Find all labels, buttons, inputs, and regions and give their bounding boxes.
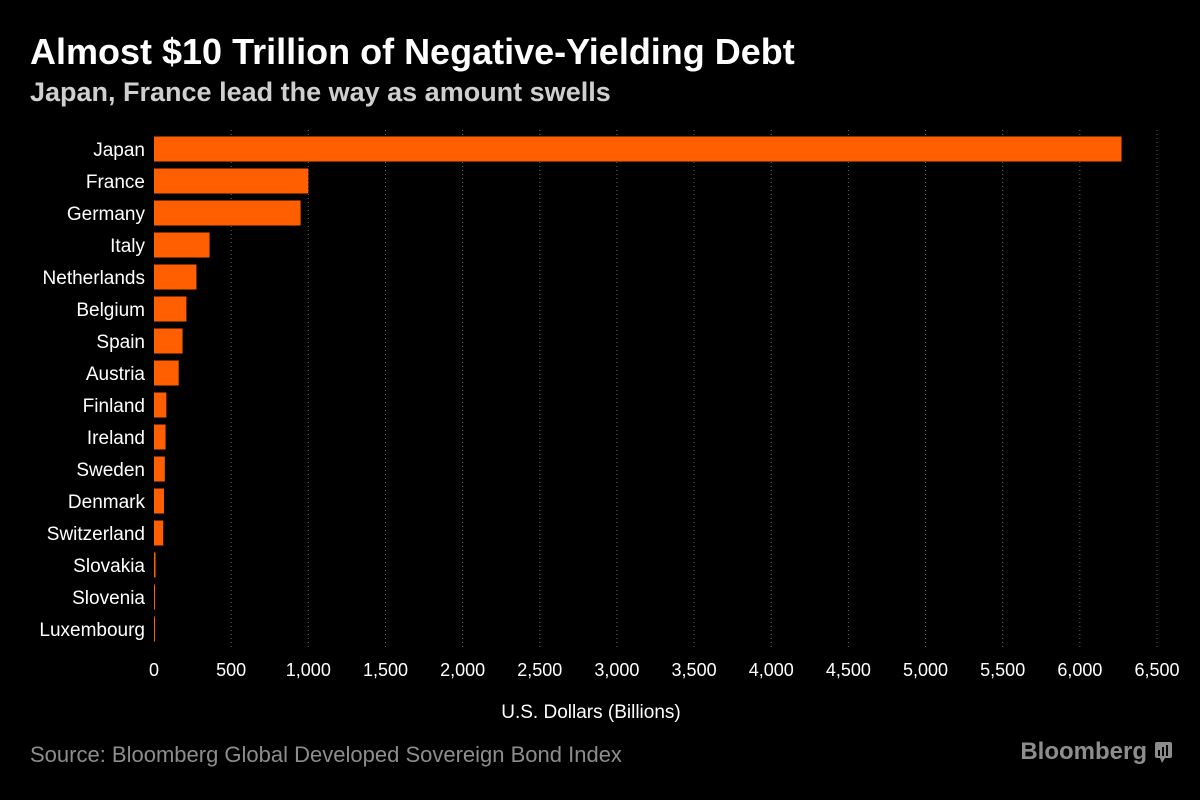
category-label-denmark: Denmark xyxy=(68,492,146,513)
brand-name: Bloomberg xyxy=(1020,738,1147,765)
bar-spain xyxy=(154,328,183,354)
x-tick-label: 0 xyxy=(149,660,159,680)
bar-slovenia xyxy=(154,584,155,610)
brand-logo: Bloomberg xyxy=(1020,738,1172,766)
source-note: Source: Bloomberg Global Developed Sover… xyxy=(30,742,622,767)
category-label-netherlands: Netherlands xyxy=(43,268,145,289)
bar-belgium xyxy=(154,296,187,322)
category-label-france: France xyxy=(86,172,145,193)
category-label-slovenia: Slovenia xyxy=(72,588,145,609)
chart-subtitle: Japan, France lead the way as amount swe… xyxy=(30,77,611,107)
category-label-italy: Italy xyxy=(110,236,145,257)
category-label-austria: Austria xyxy=(86,364,146,385)
x-tick-label: 6,500 xyxy=(1134,660,1179,680)
bar-ireland xyxy=(154,424,166,450)
category-label-ireland: Ireland xyxy=(87,428,145,449)
bar-japan xyxy=(154,136,1122,162)
bar-slovakia xyxy=(154,552,156,578)
bloomberg-chart-icon xyxy=(1155,741,1172,763)
x-tick-label: 6,000 xyxy=(1057,660,1102,680)
x-tick-label: 1,000 xyxy=(286,660,331,680)
x-tick-label: 1,500 xyxy=(363,660,408,680)
x-axis-title: U.S. Dollars (Billions) xyxy=(501,702,680,723)
category-label-slovakia: Slovakia xyxy=(73,556,145,577)
x-tick-label: 4,000 xyxy=(749,660,794,680)
bar-switzerland xyxy=(154,520,164,546)
x-tick-labels: 0 500 1,000 1,500 2,000 2,500 3,000 3,500 4,000 4… xyxy=(149,660,1180,680)
bar-denmark xyxy=(154,488,165,514)
x-tick-label: 3,500 xyxy=(672,660,717,680)
category-label-luxembourg: Luxembourg xyxy=(39,620,145,641)
category-label-spain: Spain xyxy=(96,332,145,353)
bar-austria xyxy=(154,360,179,386)
bars xyxy=(154,136,1122,642)
bar-france xyxy=(154,168,309,194)
grid-lines xyxy=(230,130,1158,648)
category-label-belgium: Belgium xyxy=(76,300,145,321)
bar-netherlands xyxy=(154,264,197,290)
chart-title: Almost $10 Trillion of Negative-Yielding… xyxy=(30,31,795,72)
category-label-sweden: Sweden xyxy=(76,460,145,481)
x-tick-label: 5,500 xyxy=(980,660,1025,680)
x-tick-label: 500 xyxy=(216,660,246,680)
bar-germany xyxy=(154,200,301,226)
x-tick-label: 3,000 xyxy=(594,660,639,680)
category-label-finland: Finland xyxy=(83,396,145,417)
x-tick-label: 5,000 xyxy=(903,660,948,680)
category-label-germany: Germany xyxy=(67,204,146,225)
x-tick-label: 4,500 xyxy=(826,660,871,680)
bar-italy xyxy=(154,232,210,258)
x-tick-label: 2,500 xyxy=(517,660,562,680)
bar-finland xyxy=(154,392,167,418)
category-label-japan: Japan xyxy=(93,140,145,161)
bar-luxembourg xyxy=(154,616,155,642)
category-label-switzerland: Switzerland xyxy=(47,524,145,545)
bar-sweden xyxy=(154,456,165,482)
x-tick-label: 2,000 xyxy=(440,660,485,680)
category-labels: Japan France Germany Italy Netherlands Belgiu… xyxy=(39,140,145,641)
